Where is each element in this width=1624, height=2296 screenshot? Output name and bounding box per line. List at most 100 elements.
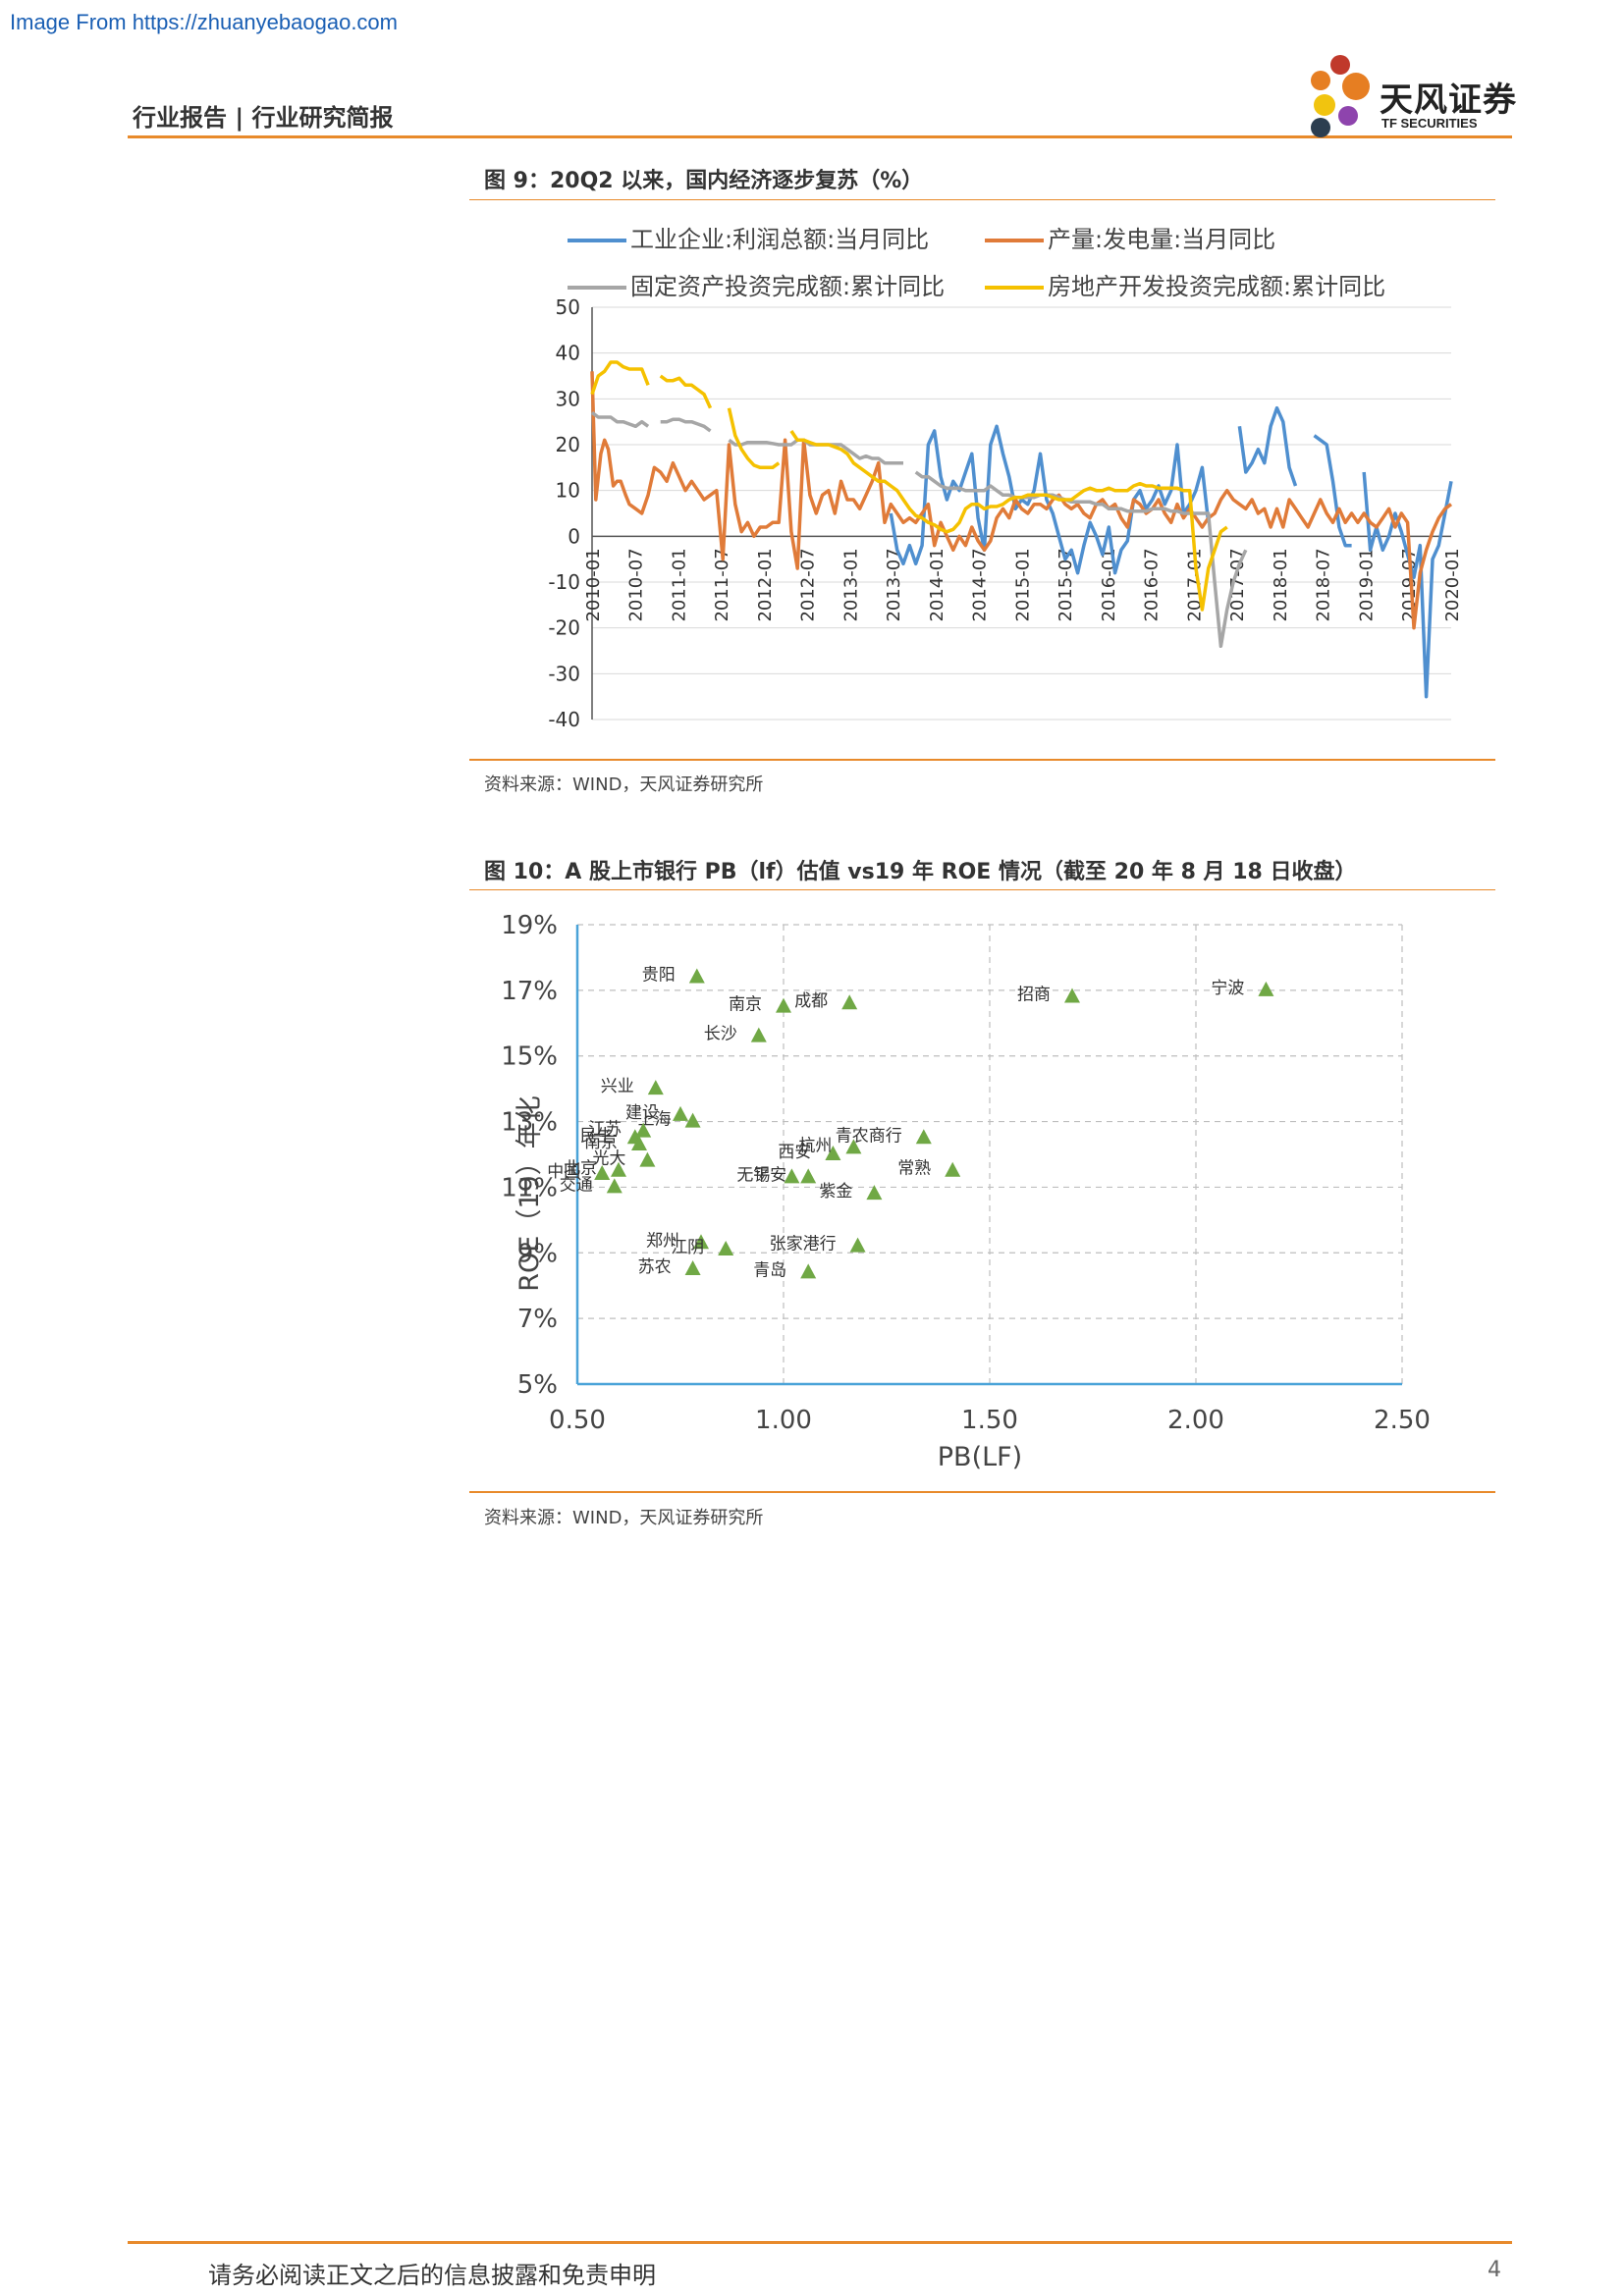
y-tick-label: 17%	[501, 977, 558, 1006]
figure-9-title: 图 9：20Q2 以来，国内经济逐步复苏（%）	[484, 169, 924, 193]
scatter-point	[825, 1146, 841, 1160]
scatter-point-label: 无锡	[736, 1165, 770, 1185]
series-line-3	[590, 360, 650, 396]
scatter-point	[800, 1168, 817, 1184]
y-tick-label: 20	[556, 433, 580, 456]
x-axis-title: PB(LF)	[938, 1442, 1022, 1472]
x-tick-label: 2014-01	[927, 548, 947, 621]
company-logo: 天风证券 TF SECURITIES	[1291, 51, 1517, 139]
logo-flower-icon	[1311, 55, 1370, 137]
scatter-point	[635, 1122, 652, 1138]
scatter-point	[784, 1168, 800, 1184]
legend-label-1: 产量:发电量:当月同比	[1048, 226, 1275, 253]
y-tick-label: 11%	[501, 1173, 558, 1202]
x-tick-label: 2020-01	[1442, 548, 1463, 621]
legend-label-2: 固定资产投资完成额:累计同比	[630, 273, 945, 300]
x-tick-label: 0.50	[549, 1406, 606, 1435]
scatter-point-label: 交通	[560, 1175, 593, 1195]
x-tick-label: 2012-07	[798, 548, 819, 621]
x-tick-label: 2015-07	[1056, 548, 1076, 621]
figure-9-top-rule	[469, 199, 1495, 200]
scatter-point	[866, 1185, 883, 1201]
scatter-point	[845, 1139, 862, 1154]
header-rule	[128, 135, 1512, 138]
scatter-point-label: 建设	[625, 1103, 659, 1123]
logo-text-cn: 天风证券	[1380, 80, 1517, 120]
series-line-0	[1313, 434, 1352, 548]
x-tick-label: 1.50	[961, 1406, 1018, 1435]
y-tick-label: 5%	[517, 1370, 558, 1400]
y-tick-label: 7%	[517, 1305, 558, 1334]
series-line-2	[660, 417, 712, 433]
series-line-0	[1237, 405, 1298, 487]
series-line-0	[1362, 471, 1453, 699]
scatter-point	[673, 1105, 688, 1121]
scatter-point	[606, 1178, 623, 1194]
scatter-point	[841, 994, 858, 1010]
scatter-point-label: 兴业	[601, 1077, 634, 1096]
x-tick-label: 2.50	[1374, 1406, 1431, 1435]
scatter-point	[800, 1263, 817, 1279]
scatter-point	[1258, 981, 1274, 996]
scatter-point-label: 贵阳	[642, 965, 676, 985]
scatter-point	[915, 1129, 932, 1145]
x-tick-label: 2011-07	[712, 548, 732, 621]
scatter-point-label: 江苏	[588, 1120, 622, 1140]
scatter-point	[611, 1161, 626, 1177]
x-tick-label: 2013-01	[841, 548, 862, 621]
scatter-point-label: 常熟	[897, 1158, 931, 1179]
figure-10-source: 资料来源：WIND，天风证券研究所	[484, 1508, 764, 1528]
figure-10-title: 图 10：A 股上市银行 PB（lf）估值 vs19 年 ROE 情况（截至 2…	[484, 860, 1357, 884]
footer-disclaimer: 请务必阅读正文之后的信息披露和免责申明	[208, 2262, 656, 2289]
scatter-point	[684, 1112, 701, 1128]
y-tick-label: 13%	[501, 1108, 558, 1138]
page-number: 4	[1488, 2258, 1501, 2282]
series-line-3	[727, 407, 781, 470]
legend-label-0: 工业企业:利润总额:当月同比	[630, 226, 929, 253]
x-tick-label: 2018-01	[1271, 548, 1291, 621]
scatter-point-label: 上海	[638, 1110, 672, 1130]
scatter-point-label: 光大	[592, 1149, 625, 1169]
x-tick-label: 2016-07	[1142, 548, 1163, 621]
scatter-point-label: 宁波	[1211, 979, 1244, 998]
x-tick-label: 2010-01	[583, 548, 604, 621]
legend-label-3: 房地产开发投资完成额:累计同比	[1048, 273, 1385, 300]
scatter-point-label: 苏农	[638, 1257, 672, 1277]
line-chart-economy: 50 40 30 20 10 0 -10 -20 -30 -40 2010-01 2010-07 201…	[548, 226, 1463, 731]
source-url: Image From https://zhuanyebaogao.com	[10, 10, 398, 34]
page-header-title: 行业报告 | 行业研究简报	[133, 104, 394, 132]
scatter-point-label: 杭州	[798, 1136, 832, 1155]
figure-9-bottom-rule	[469, 759, 1495, 761]
y-tick-label: 9%	[517, 1239, 558, 1268]
scatter-point	[750, 1027, 767, 1042]
scatter-point	[718, 1240, 734, 1255]
figure-10-bottom-rule	[469, 1491, 1495, 1493]
y-tick-label: 0	[568, 524, 580, 548]
y-tick-label: -30	[548, 662, 580, 685]
x-tick-label: 2014-07	[970, 548, 991, 621]
scatter-point-label: 青农商行	[836, 1126, 902, 1146]
y-tick-label: -20	[548, 616, 580, 640]
x-tick-label: 2012-01	[755, 548, 776, 621]
figure-10-top-rule	[469, 889, 1495, 890]
scatter-point-label: 民生	[580, 1126, 614, 1146]
x-tick-label: 2015-01	[1013, 548, 1034, 621]
y-tick-label: 30	[556, 387, 580, 410]
scatter-point	[693, 1234, 709, 1250]
scatter-point-label: 青岛	[753, 1260, 786, 1280]
x-tick-label: 2.00	[1167, 1406, 1224, 1435]
x-tick-label: 2013-07	[884, 548, 904, 621]
scatter-point-label: 紫金	[819, 1182, 852, 1201]
series-line-2	[590, 410, 650, 429]
y-tick-label: 19%	[501, 911, 558, 940]
scatter-point	[647, 1080, 664, 1095]
y-tick-label: 10	[556, 479, 580, 503]
scatter-point-label: 北京	[564, 1159, 597, 1179]
x-tick-label: 2017-07	[1227, 548, 1248, 621]
scatter-point	[849, 1237, 866, 1253]
series-line-3	[659, 374, 713, 409]
scatter-point-label: 平安	[753, 1165, 786, 1185]
y-tick-label: -40	[548, 708, 580, 731]
scatter-point	[945, 1161, 961, 1177]
scatter-point-label: 张家港行	[770, 1235, 837, 1255]
